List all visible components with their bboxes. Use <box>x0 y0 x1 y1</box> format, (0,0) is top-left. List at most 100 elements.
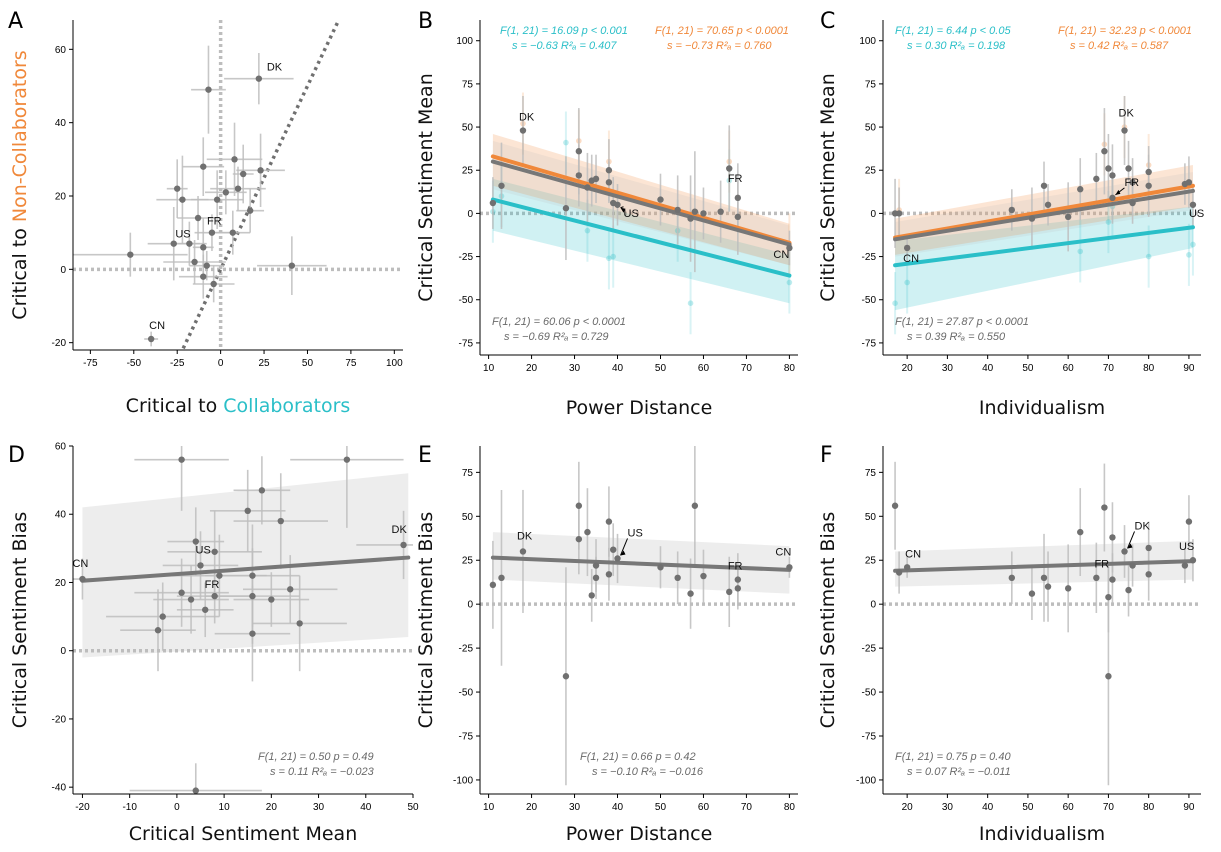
x-tick-label: 60 <box>1063 363 1075 374</box>
x-tick-label: 70 <box>741 363 753 374</box>
stats-line-2-gray: s = −0.10 R²ₐ = −0.016 <box>592 766 704 778</box>
data-point <box>575 148 583 155</box>
data-point <box>211 548 218 555</box>
x-tick-label: 50 <box>1022 802 1034 813</box>
y-tick-label: 0 <box>870 600 876 611</box>
y-tick-label: -50 <box>862 295 877 306</box>
panel-A: DK FR US CN -75 -50 -25 0 25 50 75 100 -20 0 20 40 60 Cri… <box>8 9 403 417</box>
data-point <box>191 258 198 266</box>
data-point <box>1125 165 1132 172</box>
x-axis-label: Critical to Collaborators <box>126 395 351 417</box>
data-point <box>1185 179 1193 186</box>
data-point <box>400 541 407 549</box>
y-tick-label: -50 <box>459 688 474 699</box>
data-point <box>489 581 497 589</box>
panel-C: CN FR DK US 20 30 40 50 60 70 80 90 -75 -50 -25 0 25 50 75… <box>817 9 1204 419</box>
ghost-point <box>610 253 617 260</box>
x-axis-label: Individualism <box>979 823 1105 845</box>
ghost-point <box>606 255 612 262</box>
y-tick-label: 20 <box>55 578 67 589</box>
y-tick-label: -100 <box>453 775 473 786</box>
data-point <box>194 214 202 222</box>
point-label-us: US <box>1179 541 1194 553</box>
x-tick-label: 70 <box>741 802 753 813</box>
data-point <box>674 206 681 214</box>
ghost-point <box>1145 253 1152 260</box>
panel-letter-b: B <box>418 9 433 34</box>
x-tick-label: 50 <box>655 363 667 374</box>
label-arrowhead <box>1127 543 1133 549</box>
data-point <box>287 586 294 593</box>
x-tick-label: 50 <box>302 358 314 369</box>
stats-line-1-gray: F(1, 21) = 0.50 p = 0.49 <box>258 751 374 763</box>
y-tick-label: 50 <box>865 123 877 134</box>
x-tick-label: 20 <box>902 802 914 813</box>
data-point <box>891 502 899 509</box>
y-tick-label: -25 <box>862 252 877 263</box>
point-label-cn: CN <box>905 548 921 560</box>
data-point <box>575 535 583 543</box>
stats-line-1-noncollab: F(1, 21) = 32.23 p < 0.0001 <box>1058 25 1192 37</box>
data-point <box>575 502 583 509</box>
data-point <box>343 456 351 463</box>
label-arrow <box>620 206 624 209</box>
data-point <box>1105 593 1112 601</box>
x-tick-label: 10 <box>483 363 495 374</box>
data-point <box>614 201 621 208</box>
data-point <box>1121 127 1128 134</box>
ghost-point <box>786 279 793 286</box>
x-tick-label: 70 <box>1103 802 1115 813</box>
data-point <box>1028 590 1036 597</box>
data-point <box>288 262 296 269</box>
data-point <box>895 569 903 576</box>
point-label-us: US <box>196 544 211 556</box>
data-point <box>200 273 207 280</box>
data-point <box>1093 574 1100 582</box>
x-tick-label: 70 <box>1103 363 1115 374</box>
data-point <box>1109 172 1116 179</box>
data-point <box>1044 583 1052 590</box>
x-tick-label: -50 <box>127 358 142 369</box>
plot-area <box>480 446 798 786</box>
point-label-dk: DK <box>517 530 533 542</box>
x-tick-label: 20 <box>902 363 914 374</box>
data-point <box>1121 548 1128 555</box>
x-tick-label: 40 <box>612 802 624 813</box>
x-tick-label: 40 <box>612 363 624 374</box>
data-point <box>1105 673 1112 680</box>
data-point <box>249 572 256 579</box>
y-tick-label: 25 <box>865 556 877 567</box>
ghost-point <box>1190 241 1196 248</box>
data-point <box>178 456 185 463</box>
point-label-dk: DK <box>1135 520 1151 532</box>
data-point <box>296 620 303 627</box>
ghost-point <box>563 139 569 146</box>
y-tick-label: -25 <box>862 644 877 655</box>
data-point <box>562 673 570 680</box>
data-point <box>1129 179 1136 186</box>
label-arrow <box>1127 531 1135 549</box>
y-tick-label: -75 <box>862 732 877 743</box>
data-point <box>205 86 212 93</box>
x-tick-label: 50 <box>407 802 419 813</box>
y-tick-label: -20 <box>52 338 67 349</box>
data-point <box>734 213 742 221</box>
data-point <box>1109 534 1116 541</box>
data-point <box>216 572 223 579</box>
data-point <box>498 182 505 189</box>
data-point <box>657 564 664 571</box>
y-axis-label: Critical Sentiment Mean <box>415 73 437 302</box>
data-point <box>1101 504 1108 511</box>
data-point <box>610 546 617 553</box>
data-point <box>605 518 613 525</box>
x-tick-label: 80 <box>1143 363 1155 374</box>
data-point <box>519 548 527 555</box>
point-label-us: US <box>1189 208 1204 220</box>
data-point <box>657 196 664 203</box>
data-point <box>277 517 284 525</box>
data-point <box>1093 175 1100 183</box>
y-axis-label-part: Non-Collaborators <box>9 50 31 222</box>
data-point <box>229 229 236 236</box>
data-point <box>562 205 570 212</box>
ci-band-gray <box>82 473 409 658</box>
